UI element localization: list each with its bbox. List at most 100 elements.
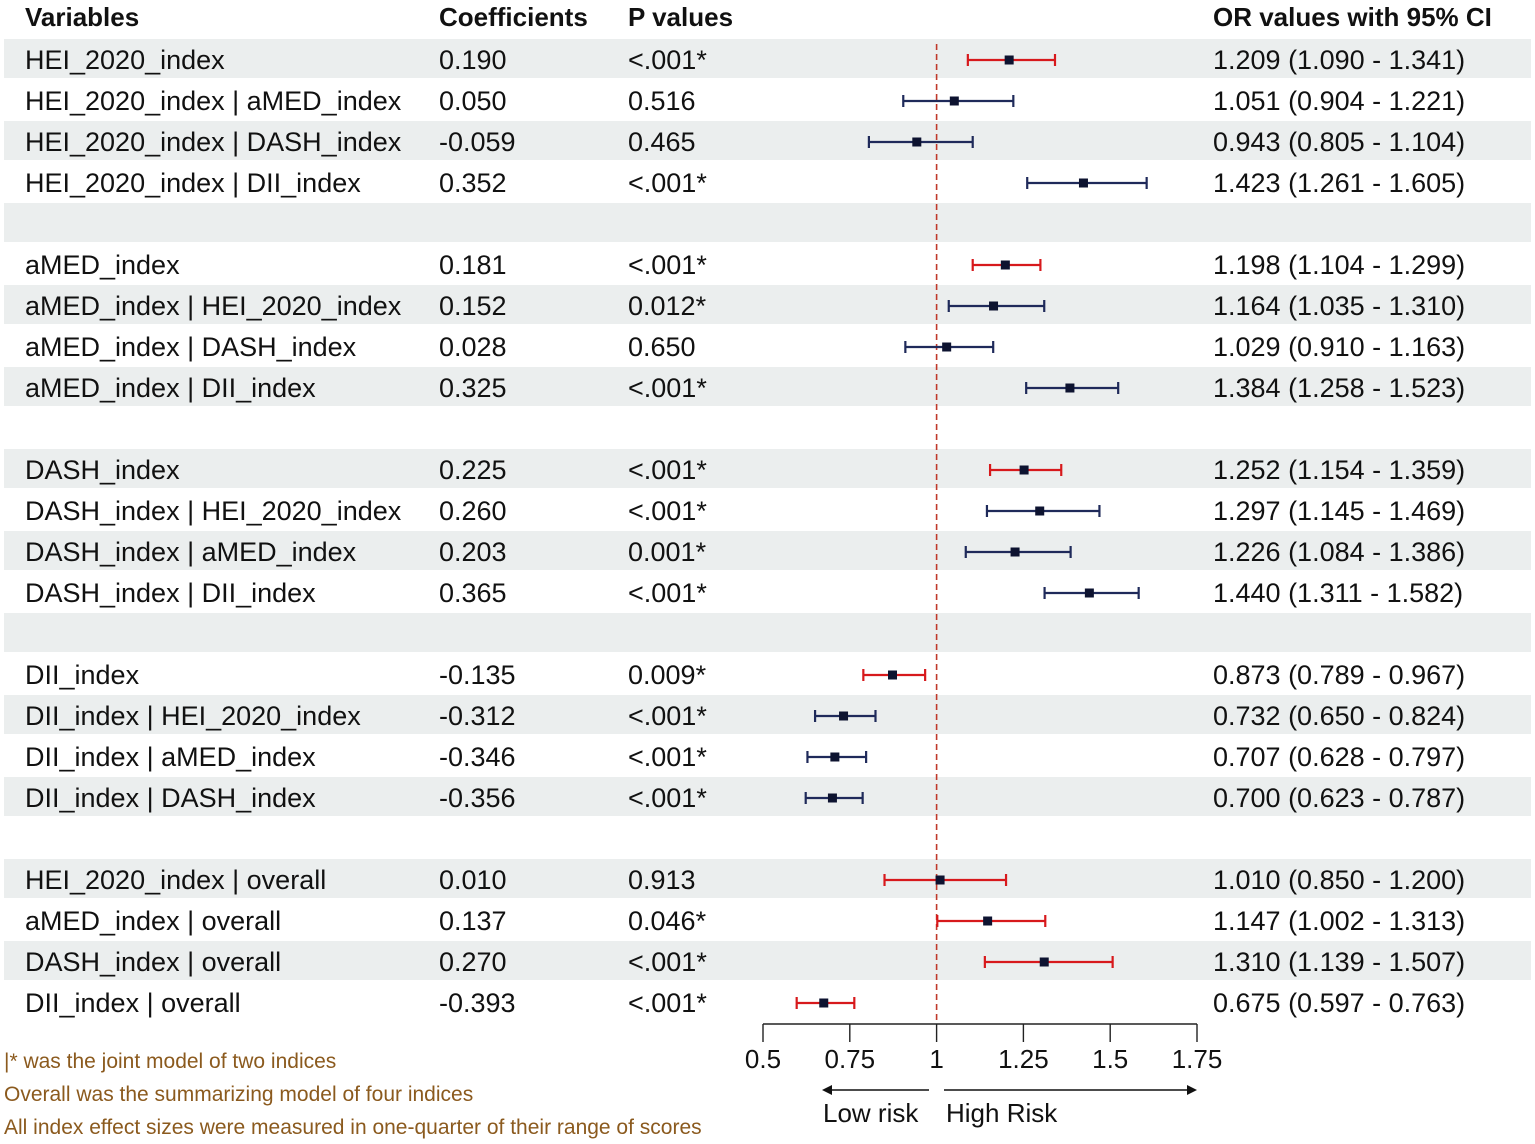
cell-coefficient: -0.356 xyxy=(439,783,516,813)
cell-p-value: <.001* xyxy=(628,45,707,75)
cell-or-ci: 1.384 (1.258 - 1.523) xyxy=(1213,373,1466,403)
cell-or-ci: 1.010 (0.850 - 1.200) xyxy=(1213,865,1466,895)
or-point xyxy=(888,670,898,680)
cell-coefficient: 0.152 xyxy=(439,291,507,321)
cell-coefficient: -0.135 xyxy=(439,660,516,690)
cell-or-ci: 1.440 (1.311 - 1.582) xyxy=(1213,578,1464,608)
note-overall-model: Overall was the summarizing model of fou… xyxy=(4,1083,474,1106)
cell-or-ci: 1.147 (1.002 - 1.313) xyxy=(1213,906,1466,936)
header-or-ci: OR values with 95% CI xyxy=(1213,2,1492,32)
or-point xyxy=(1084,588,1094,598)
x-tick-label: 1.75 xyxy=(1172,1044,1223,1074)
row-band xyxy=(4,941,1531,980)
cell-coefficient: 0.028 xyxy=(439,332,507,362)
row-band xyxy=(4,39,1531,78)
cell-or-ci: 0.675 (0.597 - 0.763) xyxy=(1213,988,1466,1018)
or-point xyxy=(1010,547,1020,557)
row-band xyxy=(4,285,1531,324)
x-tick-label: 1.5 xyxy=(1092,1044,1128,1074)
cell-or-ci: 1.310 (1.139 - 1.507) xyxy=(1213,947,1466,977)
or-point xyxy=(819,998,829,1008)
or-point xyxy=(942,342,952,352)
cell-p-value: <.001* xyxy=(628,373,707,403)
high-risk-arrowhead xyxy=(1187,1085,1197,1095)
cell-coefficient: 0.050 xyxy=(439,86,507,116)
cell-or-ci: 0.700 (0.623 - 0.787) xyxy=(1213,783,1466,813)
cell-variable: DASH_index | aMED_index xyxy=(25,537,357,567)
high-risk-label: High Risk xyxy=(946,1098,1058,1128)
or-point xyxy=(1039,957,1049,967)
cell-or-ci: 1.051 (0.904 - 1.221) xyxy=(1213,86,1466,116)
row-band xyxy=(4,367,1531,406)
row-band xyxy=(4,531,1531,570)
cell-p-value: <.001* xyxy=(628,783,707,813)
or-point xyxy=(949,96,959,106)
cell-variable: DASH_index | DII_index xyxy=(25,578,316,608)
cell-p-value: <.001* xyxy=(628,168,707,198)
cell-or-ci: 0.732 (0.650 - 0.824) xyxy=(1213,701,1466,731)
cell-variable: aMED_index xyxy=(25,250,180,280)
x-tick-label: 1 xyxy=(929,1044,943,1074)
row-band xyxy=(4,613,1531,652)
cell-p-value: 0.001* xyxy=(628,537,707,567)
cell-coefficient: -0.393 xyxy=(439,988,516,1018)
cell-or-ci: 1.164 (1.035 - 1.310) xyxy=(1213,291,1466,321)
cell-variable: aMED_index | HEI_2020_index xyxy=(25,291,402,321)
cell-coefficient: 0.260 xyxy=(439,496,507,526)
cell-coefficient: -0.312 xyxy=(439,701,516,731)
cell-or-ci: 1.423 (1.261 - 1.605) xyxy=(1213,168,1466,198)
x-tick-label: 1.25 xyxy=(998,1044,1049,1074)
or-point xyxy=(935,875,945,885)
cell-p-value: <.001* xyxy=(628,988,707,1018)
cell-coefficient: 0.325 xyxy=(439,373,507,403)
cell-variable: aMED_index | DII_index xyxy=(25,373,316,403)
cell-coefficient: 0.225 xyxy=(439,455,507,485)
header-coefficients: Coefficients xyxy=(439,2,588,32)
cell-coefficient: -0.059 xyxy=(439,127,516,157)
cell-or-ci: 1.226 (1.084 - 1.386) xyxy=(1213,537,1466,567)
x-tick-label: 0.5 xyxy=(745,1044,781,1074)
cell-or-ci: 1.198 (1.104 - 1.299) xyxy=(1213,250,1466,280)
cell-p-value: <.001* xyxy=(628,455,707,485)
cell-coefficient: -0.346 xyxy=(439,742,516,772)
cell-p-value: 0.465 xyxy=(628,127,696,157)
or-point xyxy=(983,916,993,926)
cell-p-value: <.001* xyxy=(628,578,707,608)
cell-p-value: <.001* xyxy=(628,701,707,731)
cell-p-value: <.001* xyxy=(628,250,707,280)
cell-p-value: 0.012* xyxy=(628,291,707,321)
cell-or-ci: 1.252 (1.154 - 1.359) xyxy=(1213,455,1466,485)
cell-coefficient: 0.010 xyxy=(439,865,507,895)
cell-variable: DII_index xyxy=(25,660,140,690)
low-risk-label: Low risk xyxy=(823,1098,919,1128)
header-variables: Variables xyxy=(25,2,140,32)
x-tick-label: 0.75 xyxy=(824,1044,875,1074)
cell-p-value: 0.516 xyxy=(628,86,696,116)
or-point xyxy=(1000,260,1010,270)
or-point xyxy=(912,137,922,147)
cell-p-value: 0.650 xyxy=(628,332,696,362)
or-point xyxy=(1065,383,1075,393)
cell-coefficient: 0.352 xyxy=(439,168,507,198)
or-point xyxy=(830,752,840,762)
low-risk-arrowhead xyxy=(822,1085,832,1095)
row-band xyxy=(4,203,1531,242)
cell-or-ci: 1.297 (1.145 - 1.469) xyxy=(1213,496,1466,526)
cell-variable: DASH_index xyxy=(25,455,180,485)
cell-p-value: 0.046* xyxy=(628,906,707,936)
cell-coefficient: 0.190 xyxy=(439,45,507,75)
cell-variable: DASH_index | HEI_2020_index xyxy=(25,496,402,526)
note-joint-model: |* was the joint model of two indices xyxy=(4,1050,337,1073)
row-band xyxy=(4,859,1531,898)
cell-p-value: 0.913 xyxy=(628,865,696,895)
or-point xyxy=(1078,178,1088,188)
cell-variable: DII_index | HEI_2020_index xyxy=(25,701,361,731)
cell-or-ci: 0.707 (0.628 - 0.797) xyxy=(1213,742,1466,772)
or-point xyxy=(827,793,837,803)
cell-or-ci: 1.209 (1.090 - 1.341) xyxy=(1213,45,1466,75)
cell-variable: DII_index | DASH_index xyxy=(25,783,316,813)
cell-coefficient: 0.181 xyxy=(439,250,507,280)
cell-coefficient: 0.270 xyxy=(439,947,507,977)
